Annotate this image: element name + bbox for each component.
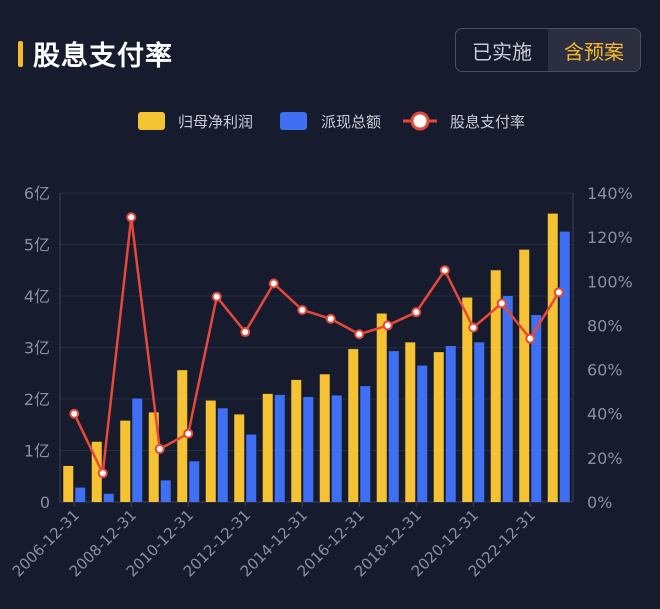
bar-dividend (331, 395, 342, 502)
bar-dividend (531, 315, 542, 502)
ratio-point (297, 304, 308, 315)
bar-profit (91, 441, 102, 502)
ratio-point (468, 322, 479, 333)
y-right-tick-label: 60% (587, 361, 623, 380)
ratio-point (382, 320, 393, 331)
toggle-implemented-button[interactable]: 已实施 (472, 39, 532, 64)
legend-swatch-profit (138, 112, 165, 130)
bar-profit (462, 297, 473, 502)
bar-profit (148, 412, 159, 502)
ratio-point (240, 327, 251, 338)
bar-profit (433, 352, 444, 502)
ratio-point (211, 291, 222, 302)
y-left-tick-label: 5亿 (24, 236, 50, 255)
bar-profit (205, 400, 216, 502)
bar-dividend (160, 480, 171, 502)
scope-toggle[interactable]: 已实施 含预案 (455, 28, 641, 72)
bar-dividend (502, 296, 513, 502)
y-right-tick-label: 140% (587, 184, 633, 203)
legend-label-ratio: 股息支付率 (450, 113, 525, 131)
toggle-proposal-button[interactable]: 含预案 (548, 29, 640, 71)
bar-dividend (217, 408, 228, 502)
bar-dividend (445, 345, 456, 502)
y-left-tick-label: 0 (40, 493, 50, 512)
bar-profit (319, 374, 330, 502)
ratio-point (268, 278, 279, 289)
ratio-point (525, 333, 536, 344)
bar-profit (234, 414, 245, 502)
legend-swatch-dividend (280, 112, 307, 130)
y-right-tick-label: 120% (587, 228, 633, 247)
bar-profit (348, 349, 359, 502)
page-title: 股息支付率 (33, 41, 173, 72)
title-accent-bar (18, 40, 23, 67)
bar-dividend (360, 386, 371, 502)
bar-dividend (246, 434, 257, 502)
y-left-tick-label: 2亿 (24, 390, 50, 409)
ratio-point (126, 212, 137, 223)
bar-profit (63, 465, 74, 502)
ratio-line (73, 216, 560, 475)
bar-dividend (75, 487, 86, 502)
page-title-wrap: 股息支付率 (18, 34, 173, 73)
y-right-tick-label: 80% (587, 316, 623, 335)
bar-dividend (189, 461, 200, 502)
bar-profit (376, 313, 387, 502)
ratio-point (553, 287, 564, 298)
bar-dividend (132, 398, 143, 502)
bar-dividend (417, 365, 428, 502)
bar-dividend (103, 493, 114, 502)
y-left-tick-label: 6亿 (24, 184, 50, 203)
ratio-point (69, 408, 80, 419)
y-left-tick-label: 3亿 (24, 339, 50, 358)
bar-profit (405, 342, 416, 502)
bar-profit (262, 393, 273, 502)
y-right-tick-label: 100% (587, 272, 633, 291)
ratio-point (97, 468, 108, 479)
ratio-point (154, 444, 165, 455)
bar-dividend (303, 396, 314, 502)
legend-marker-ratio (410, 111, 430, 131)
bar-profit (547, 213, 558, 502)
bar-dividend (388, 351, 399, 502)
y-right-tick-label: 40% (587, 405, 623, 424)
bar-dividend (474, 342, 485, 502)
ratio-point (496, 298, 507, 309)
ratio-point (411, 307, 422, 318)
y-left-tick-label: 1亿 (24, 442, 50, 461)
bar-profit (291, 379, 302, 502)
ratio-point (325, 313, 336, 324)
ratio-point (354, 329, 365, 340)
legend-label-dividend: 派现总额 (321, 113, 381, 131)
bar-profit (519, 249, 530, 502)
ratio-point (183, 428, 194, 439)
bar-profit (490, 270, 501, 502)
legend-label-profit: 归母净利润 (178, 113, 253, 131)
ratio-point (439, 265, 450, 276)
bar-dividend (274, 394, 285, 502)
bar-profit (120, 420, 131, 502)
y-right-tick-label: 0% (587, 493, 612, 512)
y-left-tick-label: 4亿 (24, 287, 50, 306)
bar-dividend (559, 231, 570, 502)
y-right-tick-label: 20% (587, 449, 623, 468)
